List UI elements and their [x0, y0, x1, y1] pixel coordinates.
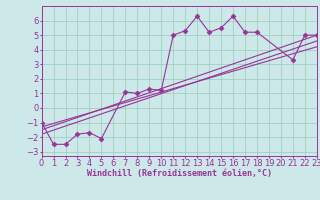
X-axis label: Windchill (Refroidissement éolien,°C): Windchill (Refroidissement éolien,°C)	[87, 169, 272, 178]
